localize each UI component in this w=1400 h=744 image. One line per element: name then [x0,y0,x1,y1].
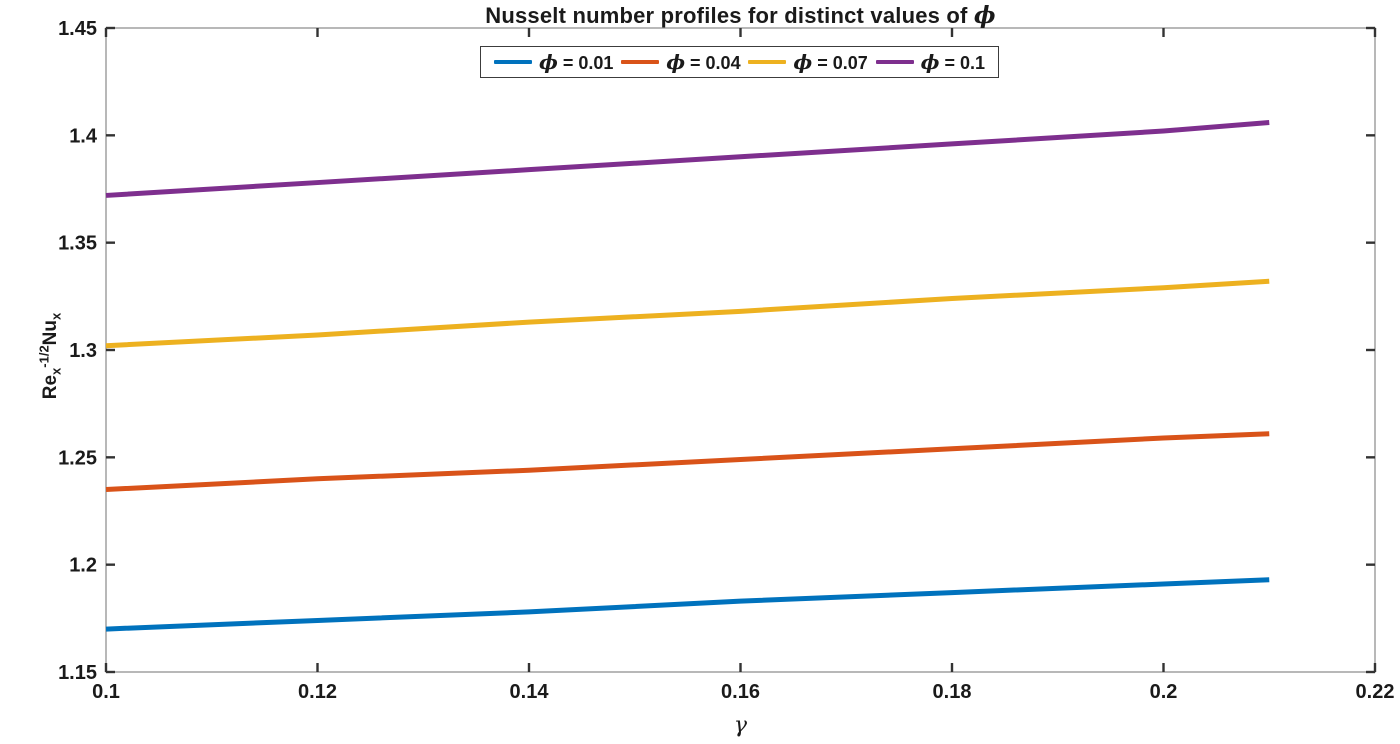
y-tick-label: 1.3 [69,340,97,362]
axis-tick-labels: 0.1 0.12 0.14 0.16 0.18 0.2 0.22 1.15 1.2 1.25 1.3… [58,18,1394,703]
y-tick-label: 1.25 [58,447,97,469]
legend-swatch-red [621,60,660,64]
legend: ϕ = 0.01 ϕ = 0.04 ϕ = 0.07 ϕ = 0.1 [480,46,999,78]
x-tick-label: 0.16 [721,681,760,703]
phi-symbol: ϕ [920,50,940,74]
phi-symbol: ϕ [666,50,686,74]
x-tick-label: 0.18 [933,681,972,703]
y-tick-label: 1.45 [58,18,97,40]
legend-label: ϕ = 0.01 [539,50,614,74]
legend-label: ϕ = 0.1 [920,50,985,74]
y-axis-label: Rex-1/2Nux [36,312,64,400]
chart-title-text: Nusselt number profiles for distinct val… [485,3,974,28]
y-tick-label: 1.2 [69,555,97,577]
legend-item-phi-0.01: ϕ = 0.01 [494,50,613,74]
legend-swatch-yellow [748,60,787,64]
legend-label: ϕ = 0.07 [793,50,868,74]
x-tick-label: 0.12 [298,681,337,703]
phi-symbol: ϕ [793,50,813,74]
axis-ticks [104,26,1377,674]
phi-symbol: ϕ [973,2,996,29]
y-tick-label: 1.35 [58,233,97,255]
gamma-symbol: γ [733,713,748,738]
y-tick-label: 1.15 [58,662,97,684]
y-tick-label: 1.4 [69,125,98,147]
series-lines [105,119,1270,632]
series-line-0 [105,577,1270,632]
x-tick-label: 0.2 [1150,681,1178,703]
x-tick-label: 0.1 [92,681,120,703]
series-line-1 [105,431,1270,493]
legend-swatch-blue [494,60,532,64]
series-line-2 [105,278,1270,349]
x-tick-label: 0.22 [1356,681,1395,703]
series-line-3 [105,119,1270,198]
plot-area-border [105,27,1376,673]
x-tick-label: 0.14 [510,681,550,703]
legend-item-phi-0.07: ϕ = 0.07 [748,50,868,74]
legend-item-phi-0.1: ϕ = 0.1 [875,50,985,74]
x-axis-label: γ [106,712,1375,738]
legend-item-phi-0.04: ϕ = 0.04 [621,50,741,74]
chart-title: Nusselt number profiles for distinct val… [106,2,1375,29]
plot-box-border [105,27,1376,673]
phi-symbol: ϕ [539,50,558,74]
legend-swatch-purple [875,60,914,64]
legend-label: ϕ = 0.04 [666,50,741,74]
